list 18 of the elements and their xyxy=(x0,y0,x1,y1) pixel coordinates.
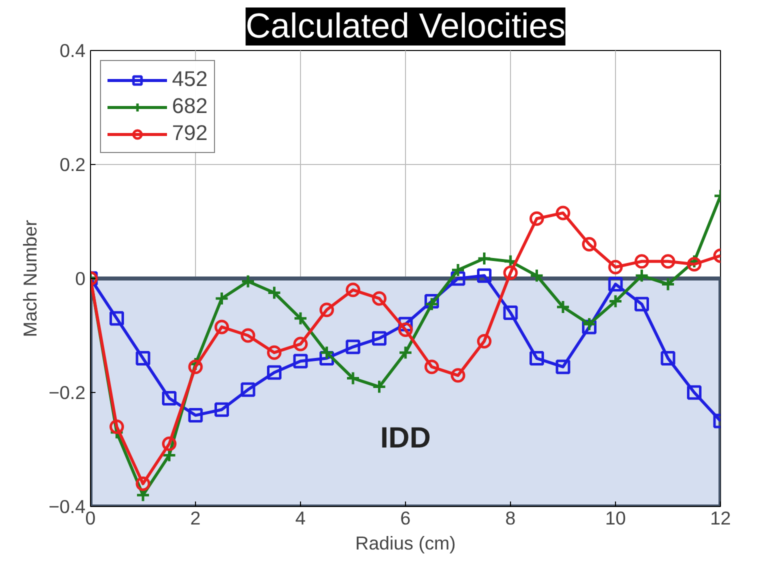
legend-label: 792 xyxy=(172,121,208,146)
x-tick-label: 10 xyxy=(605,508,626,528)
legend-label: 452 xyxy=(172,67,208,92)
x-tick-label: 4 xyxy=(295,508,306,528)
y-tick-label: 0.2 xyxy=(60,154,86,175)
y-tick-label: 0.4 xyxy=(60,40,86,61)
y-tick-label: 0 xyxy=(75,268,86,289)
y-tick-label: −0.4 xyxy=(48,496,86,517)
x-tick-label: 6 xyxy=(400,508,411,528)
y-axis-title: Mach Number xyxy=(20,220,41,338)
x-tick-label: 8 xyxy=(505,508,516,528)
x-tick-label: 12 xyxy=(710,508,731,528)
x-axis-title: Radius (cm) xyxy=(355,532,456,554)
y-tick-label: −0.2 xyxy=(48,382,86,403)
x-tick-label: 2 xyxy=(190,508,201,528)
band-label: IDD xyxy=(380,422,431,455)
legend-label: 682 xyxy=(172,94,208,119)
chart-title: Calculated Velocities xyxy=(246,8,566,46)
